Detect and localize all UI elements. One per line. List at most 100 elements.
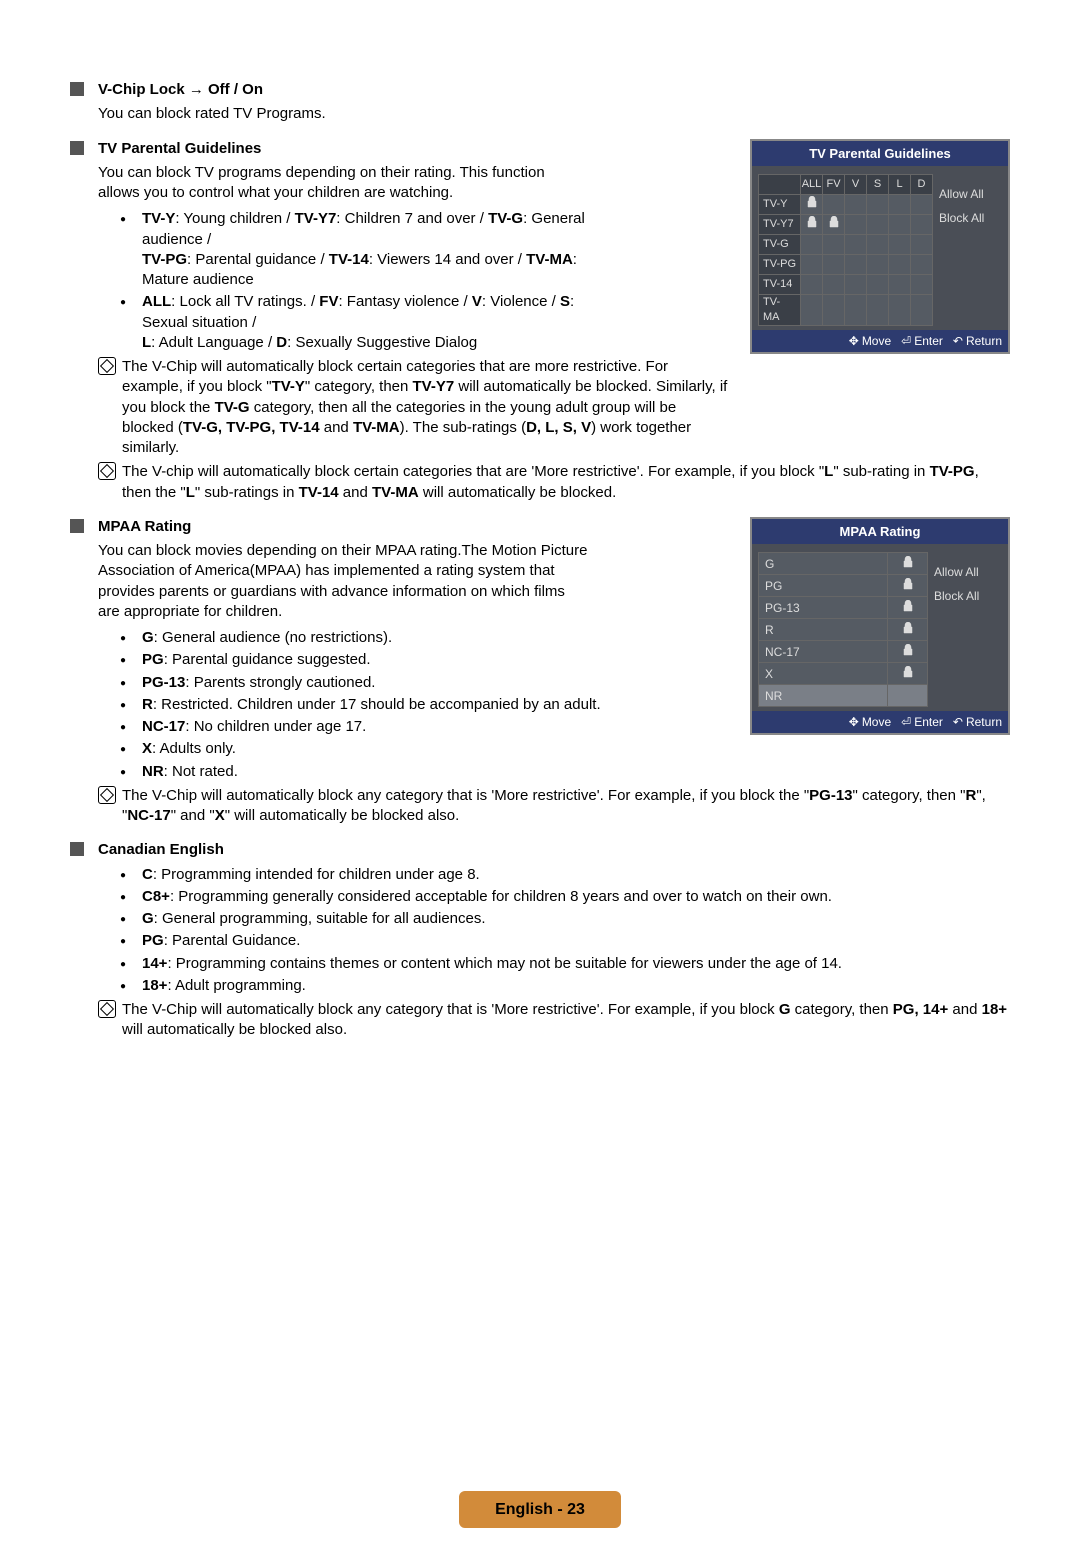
- tv-row[interactable]: TV-14: [759, 275, 933, 295]
- mpaa-cell[interactable]: [888, 575, 928, 597]
- tv-cell[interactable]: [911, 215, 933, 235]
- mpaa-row-label: G: [759, 553, 888, 575]
- tv-cell[interactable]: [867, 295, 889, 326]
- note-icon: [98, 462, 116, 480]
- tv-cell[interactable]: [801, 215, 823, 235]
- list-item: ALL: Lock all TV ratings. / FV: Fantasy …: [120, 292, 610, 353]
- section-title: V-Chip Lock → Off / On: [98, 80, 263, 100]
- tv-panel: TV Parental Guidelines ALL FV V S L D TV…: [750, 139, 1010, 354]
- tv-cell[interactable]: [845, 295, 867, 326]
- tv-cell[interactable]: [889, 215, 911, 235]
- tv-col: V: [845, 175, 867, 195]
- tv-cell[interactable]: [845, 275, 867, 295]
- tv-cell[interactable]: [867, 255, 889, 275]
- list-item: 14+: Programming contains themes or cont…: [120, 954, 1010, 974]
- tv-panel-footer: ✥ Move ⏎ Enter ↶ Return: [752, 330, 1008, 352]
- tv-row[interactable]: TV-Y: [759, 195, 933, 215]
- tv-col: L: [889, 175, 911, 195]
- section-body: You can block rated TV Programs.: [98, 104, 1010, 124]
- mpaa-row[interactable]: PG: [759, 575, 928, 597]
- tv-cell[interactable]: [867, 275, 889, 295]
- tv-cell[interactable]: [889, 195, 911, 215]
- tv-cell[interactable]: [911, 295, 933, 326]
- return-hint: ↶ Return: [953, 333, 1002, 349]
- note: The V-chip will automatically block cert…: [98, 462, 1010, 503]
- section-vchip-lock: V-Chip Lock → Off / On You can block rat…: [70, 80, 1010, 125]
- block-all-button[interactable]: Block All: [934, 588, 979, 604]
- tv-row-label: TV-G: [759, 235, 801, 255]
- tv-cell[interactable]: [823, 235, 845, 255]
- tv-cell[interactable]: [911, 195, 933, 215]
- tv-cell[interactable]: [911, 255, 933, 275]
- tv-row-label: TV-PG: [759, 255, 801, 275]
- tv-cell[interactable]: [845, 235, 867, 255]
- tv-cell[interactable]: [867, 195, 889, 215]
- note-icon: [98, 786, 116, 804]
- mpaa-cell[interactable]: [888, 597, 928, 619]
- page-footer: English - 23: [70, 1491, 1010, 1529]
- tv-panel-title: TV Parental Guidelines: [752, 141, 1008, 167]
- tv-cell[interactable]: [801, 275, 823, 295]
- tv-col: ALL: [801, 175, 823, 195]
- tv-row[interactable]: TV-PG: [759, 255, 933, 275]
- list-item: PG: Parental Guidance.: [120, 931, 1010, 951]
- tv-cell[interactable]: [889, 235, 911, 255]
- list-item: C8+: Programming generally considered ac…: [120, 887, 1010, 907]
- canadian-bullets: C: Programming intended for children und…: [120, 865, 1010, 997]
- mpaa-panel-title: MPAA Rating: [752, 519, 1008, 545]
- tv-cell[interactable]: [911, 235, 933, 255]
- tv-cell[interactable]: [889, 295, 911, 326]
- tv-cell[interactable]: [823, 295, 845, 326]
- mpaa-row-label: PG: [759, 575, 888, 597]
- tv-col: FV: [823, 175, 845, 195]
- tv-grid-corner: [759, 175, 801, 195]
- tv-cell[interactable]: [823, 275, 845, 295]
- tv-row[interactable]: TV-Y7: [759, 215, 933, 235]
- enter-hint: ⏎ Enter: [901, 333, 943, 349]
- bullet-square: [70, 82, 84, 96]
- bullet-square: [70, 842, 84, 856]
- tv-cell[interactable]: [867, 215, 889, 235]
- tv-cell[interactable]: [845, 255, 867, 275]
- list-item: X: Adults only.: [120, 739, 1010, 759]
- tv-row-label: TV-Y: [759, 195, 801, 215]
- allow-all-button[interactable]: Allow All: [934, 564, 979, 580]
- tv-cell[interactable]: [801, 195, 823, 215]
- tv-cell[interactable]: [845, 195, 867, 215]
- tv-cell[interactable]: [845, 215, 867, 235]
- tv-cell[interactable]: [801, 255, 823, 275]
- tv-panel-grid: ALL FV V S L D TV-Y TV-Y7 TV-G TV-PG TV-…: [758, 174, 933, 326]
- list-item: NR: Not rated.: [120, 762, 1010, 782]
- allow-all-button[interactable]: Allow All: [939, 186, 984, 202]
- tv-cell[interactable]: [801, 235, 823, 255]
- tv-row[interactable]: TV-MA: [759, 295, 933, 326]
- tv-cell[interactable]: [823, 195, 845, 215]
- list-item: PG-13: Parents strongly cautioned.: [120, 673, 1010, 693]
- tv-row-label: TV-Y7: [759, 215, 801, 235]
- mpaa-row-label: PG-13: [759, 597, 888, 619]
- list-item: G: General programming, suitable for all…: [120, 909, 1010, 929]
- tv-cell[interactable]: [889, 275, 911, 295]
- tv-row[interactable]: TV-G: [759, 235, 933, 255]
- list-item: R: Restricted. Children under 17 should …: [120, 695, 1010, 715]
- note: The V-Chip will automatically block any …: [98, 786, 1010, 827]
- mpaa-cell[interactable]: [888, 553, 928, 575]
- tv-row-label: TV-14: [759, 275, 801, 295]
- mpaa-row[interactable]: PG-13: [759, 597, 928, 619]
- bullet-square: [70, 519, 84, 533]
- tv-col: D: [911, 175, 933, 195]
- note: The V-Chip will automatically block cert…: [98, 357, 732, 458]
- section-tv-guidelines: TV Parental Guidelines ALL FV V S L D TV…: [70, 139, 1010, 503]
- list-item: TV-Y: Young children / TV-Y7: Children 7…: [120, 209, 610, 290]
- tv-cell[interactable]: [867, 235, 889, 255]
- list-item: NC-17: No children under age 17.: [120, 717, 1010, 737]
- list-item: G: General audience (no restrictions).: [120, 628, 1010, 648]
- section-title: TV Parental Guidelines: [98, 139, 261, 159]
- tv-cell[interactable]: [911, 275, 933, 295]
- tv-cell[interactable]: [889, 255, 911, 275]
- tv-cell[interactable]: [823, 255, 845, 275]
- tv-cell[interactable]: [801, 295, 823, 326]
- tv-cell[interactable]: [823, 215, 845, 235]
- mpaa-row[interactable]: G: [759, 553, 928, 575]
- block-all-button[interactable]: Block All: [939, 210, 984, 226]
